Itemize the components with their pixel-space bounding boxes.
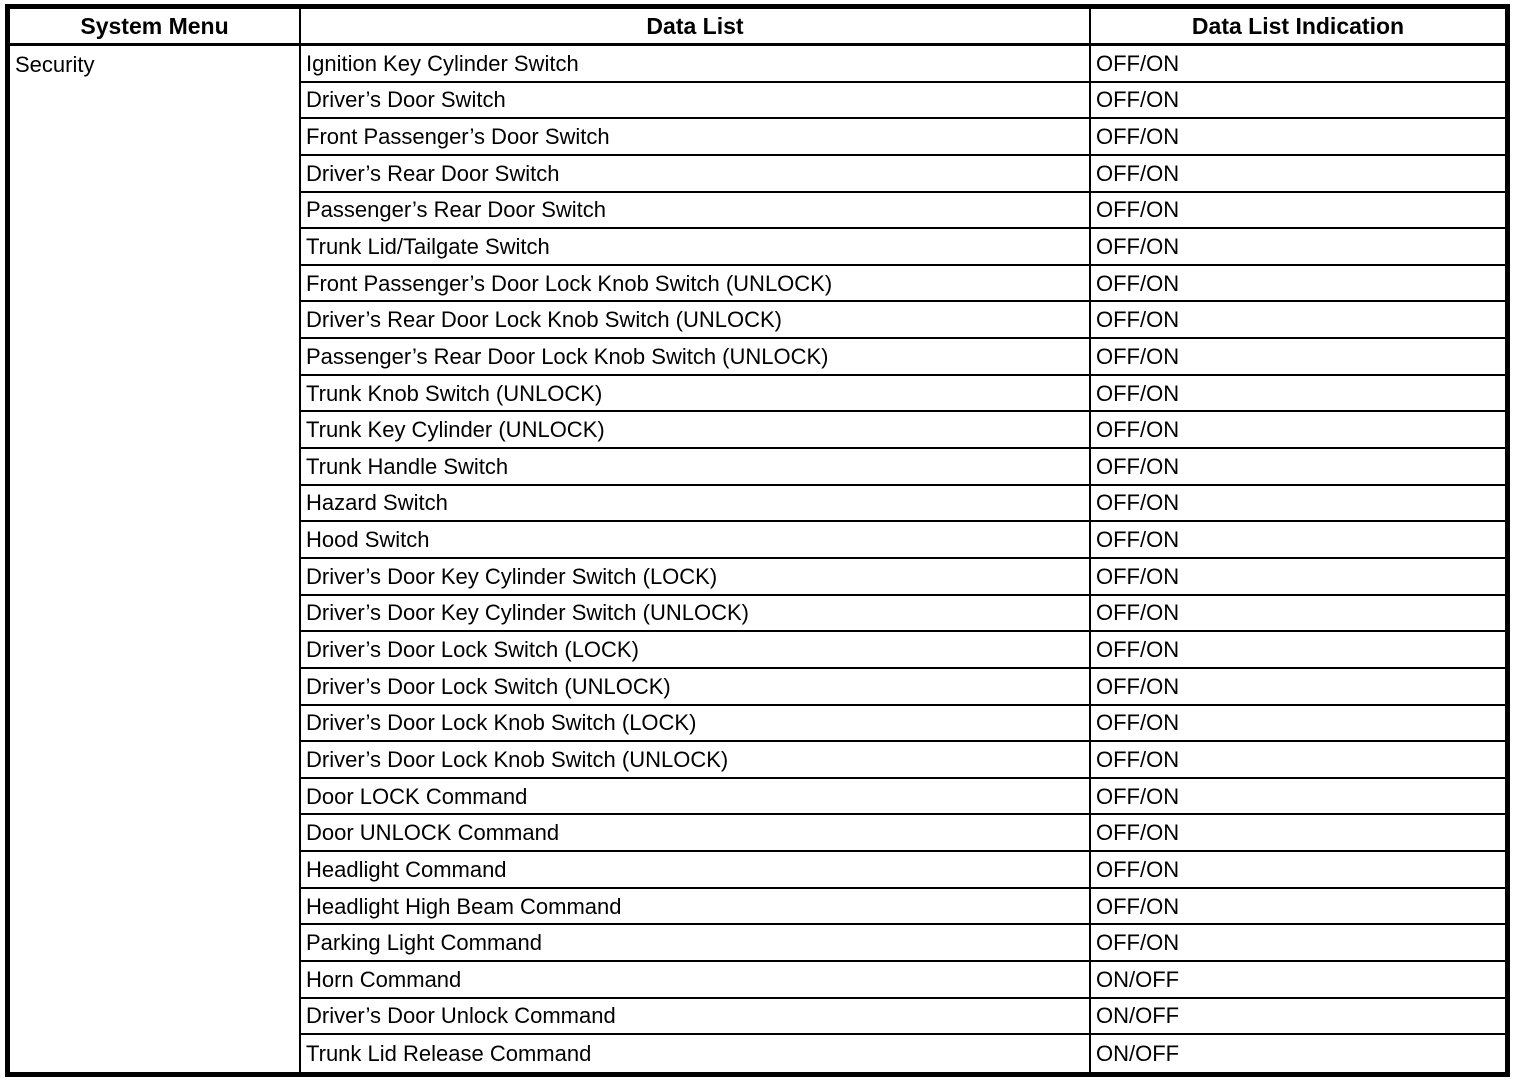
indication-cell: OFF/ON <box>1091 596 1505 633</box>
data-list-table: System Menu Data List Data List Indicati… <box>5 4 1510 1077</box>
table-grid: System Menu Data List Data List Indicati… <box>10 9 1505 1072</box>
data-list-cell: Driver’s Door Lock Switch (UNLOCK) <box>301 668 1091 706</box>
system-menu-cell: Security <box>10 46 301 1072</box>
data-list-cell: Trunk Handle Switch <box>301 449 1091 486</box>
indication-cell: OFF/ON <box>1091 632 1505 669</box>
header-data-list: Data List <box>301 9 1091 46</box>
data-list-cell: Driver’s Door Lock Knob Switch (UNLOCK) <box>301 742 1091 779</box>
data-list-cell: Passenger’s Rear Door Switch <box>301 192 1091 230</box>
indication-cell: OFF/ON <box>1091 229 1505 266</box>
data-list-cell: Door LOCK Command <box>301 778 1091 816</box>
indication-cell: ON/OFF <box>1091 999 1505 1036</box>
indication-cell: OFF/ON <box>1091 46 1505 83</box>
data-list-cell: Driver’s Door Unlock Command <box>301 998 1091 1036</box>
data-list-cell: Driver’s Rear Door Switch <box>301 155 1091 193</box>
indication-cell: OFF/ON <box>1091 852 1505 889</box>
indication-cell: OFF/ON <box>1091 302 1505 340</box>
data-list-cell: Driver’s Door Key Cylinder Switch (LOCK) <box>301 558 1091 596</box>
indication-cell: OFF/ON <box>1091 119 1505 156</box>
header-data-list-indication: Data List Indication <box>1091 9 1505 46</box>
data-list-cell: Driver’s Door Switch <box>301 82 1091 120</box>
data-list-cell: Ignition Key Cylinder Switch <box>301 46 1091 83</box>
indication-cell: OFF/ON <box>1091 889 1505 926</box>
indication-cell: OFF/ON <box>1091 925 1505 963</box>
indication-cell: OFF/ON <box>1091 559 1505 596</box>
data-list-cell: Hazard Switch <box>301 485 1091 523</box>
indication-cell: OFF/ON <box>1091 669 1505 706</box>
indication-cell: OFF/ON <box>1091 706 1505 743</box>
data-list-cell: Front Passenger’s Door Lock Knob Switch … <box>301 265 1091 303</box>
indication-cell: OFF/ON <box>1091 412 1505 450</box>
indication-cell: OFF/ON <box>1091 156 1505 193</box>
indication-cell: OFF/ON <box>1091 449 1505 486</box>
data-list-cell: Trunk Knob Switch (UNLOCK) <box>301 375 1091 413</box>
indication-cell: OFF/ON <box>1091 522 1505 559</box>
data-list-cell: Front Passenger’s Door Switch <box>301 119 1091 156</box>
indication-cell: OFF/ON <box>1091 193 1505 230</box>
data-list-cell: Parking Light Command <box>301 925 1091 963</box>
indication-cell: OFF/ON <box>1091 779 1505 816</box>
indication-cell: OFF/ON <box>1091 376 1505 413</box>
indication-cell: OFF/ON <box>1091 339 1505 376</box>
data-list-cell: Driver’s Door Lock Switch (LOCK) <box>301 632 1091 669</box>
data-list-cell: Trunk Lid Release Command <box>301 1035 1091 1072</box>
indication-cell: OFF/ON <box>1091 266 1505 303</box>
indication-cell: ON/OFF <box>1096 1041 1180 1067</box>
data-list-cell: Trunk Lid/Tailgate Switch <box>301 229 1091 266</box>
data-list-cell: Driver’s Door Key Cylinder Switch (UNLOC… <box>301 595 1091 633</box>
indication-cell: OFF/ON <box>1091 815 1505 853</box>
data-list-cell: Driver’s Door Lock Knob Switch (LOCK) <box>301 705 1091 743</box>
data-list-cell: Door UNLOCK Command <box>301 815 1091 853</box>
data-list-cell: Headlight Command <box>301 852 1091 889</box>
header-system-menu: System Menu <box>10 9 301 46</box>
data-list-cell: Headlight High Beam Command <box>301 888 1091 926</box>
indication-cell: OFF/ON <box>1091 486 1505 523</box>
data-list-cell: Driver’s Rear Door Lock Knob Switch (UNL… <box>301 302 1091 340</box>
indication-cell: OFF/ON <box>1091 83 1505 120</box>
data-list-cell: Passenger’s Rear Door Lock Knob Switch (… <box>301 339 1091 376</box>
indication-cell: ON/OFF <box>1091 962 1505 999</box>
data-list-cell: Trunk Key Cylinder (UNLOCK) <box>301 412 1091 450</box>
data-list-cell: Hood Switch <box>301 522 1091 559</box>
data-list-cell: Horn Command <box>301 962 1091 999</box>
indication-cell: OFF/ON <box>1091 742 1505 779</box>
